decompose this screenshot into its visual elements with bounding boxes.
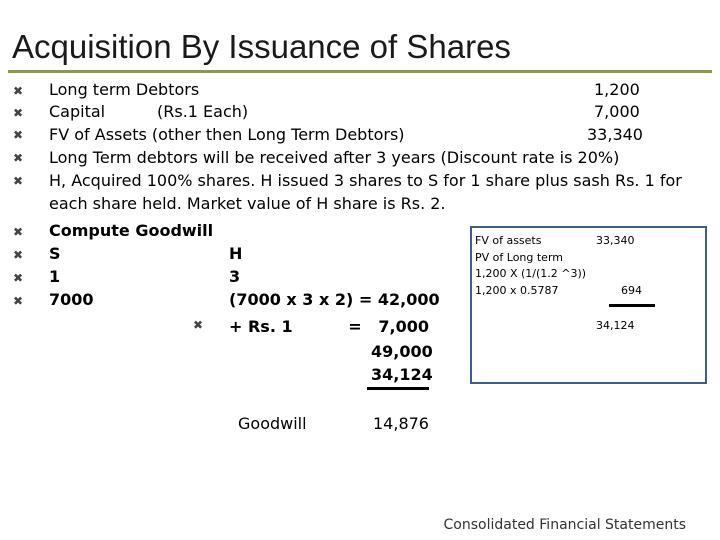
company-s-label: S (49, 244, 61, 263)
bullet-icon: ✖ (13, 271, 24, 285)
ratio-h: 3 (229, 267, 241, 286)
ratio-s: 1 (49, 267, 61, 286)
fv-assets-value: 33,340 (587, 125, 643, 144)
bullet-icon: ✖ (13, 84, 24, 98)
goodwill-value: 14,876 (373, 414, 429, 433)
share-consideration: (7000 x 3 x 2) = 42,000 (229, 290, 440, 309)
long-term-debtors-label: Long term Debtors (49, 80, 200, 99)
company-h-label: H (229, 244, 243, 263)
bullet-icon: ✖ (193, 318, 204, 332)
capital-value: 7,000 (594, 102, 640, 121)
bullet-icon: ✖ (13, 174, 24, 188)
shares-s: 7000 (49, 290, 94, 309)
discount-note: Long Term debtors will be received after… (49, 148, 620, 167)
cash-consideration: + Rs. 1 = 7,000 (229, 317, 430, 336)
box-fv-value: 33,340 (596, 234, 635, 247)
bullet-icon: ✖ (13, 106, 24, 120)
box-pv-label: PV of Long term (475, 251, 563, 264)
slide-title: Acquisition By Issuance of Shares (12, 28, 511, 65)
goodwill-label: Goodwill (238, 414, 307, 433)
box-formula-2: 1,200 x 0.5787 (475, 284, 559, 297)
long-term-debtors-value: 1,200 (594, 80, 640, 99)
footer-text: Consolidated Financial Statements (443, 517, 686, 533)
box-sum-value: 34,124 (596, 319, 635, 332)
bullet-icon: ✖ (13, 128, 24, 142)
compute-goodwill-heading: Compute Goodwill (49, 221, 214, 240)
net-assets-total: 34,124 (371, 365, 433, 384)
box-fv-label: FV of assets (475, 234, 542, 247)
calculation-box (470, 226, 707, 384)
bullet-icon: ✖ (13, 248, 24, 262)
capital-label: Capital (49, 102, 106, 121)
acquisition-terms-line2: each share held. Market value of H share… (49, 194, 446, 213)
box-underline (609, 304, 655, 307)
total-underline (367, 387, 429, 390)
bullet-icon: ✖ (13, 151, 24, 165)
total-consideration: 49,000 (371, 342, 433, 361)
bullet-icon: ✖ (13, 225, 24, 239)
bullet-icon: ✖ (13, 294, 24, 308)
title-divider (8, 70, 712, 73)
box-formula-1: 1,200 X (1/(1.2 ^3)) (475, 267, 587, 280)
capital-note: (Rs.1 Each) (157, 102, 249, 121)
box-pv-value: 694 (621, 284, 642, 297)
acquisition-terms-line1: H, Acquired 100% shares. H issued 3 shar… (49, 171, 682, 190)
fv-assets-label: FV of Assets (other then Long Term Debto… (49, 125, 405, 144)
